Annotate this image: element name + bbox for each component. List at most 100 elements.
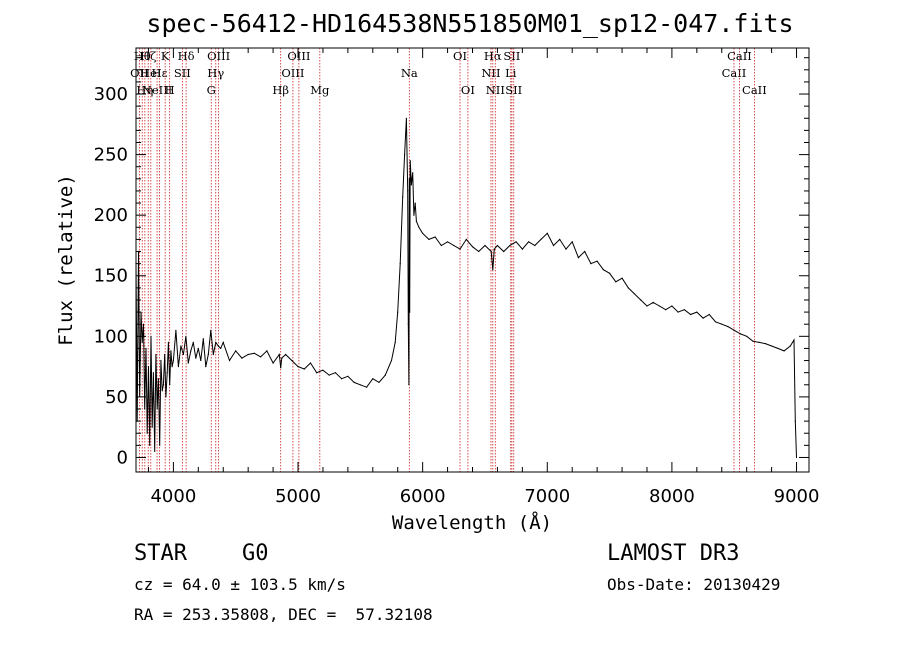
spectrum-point	[509, 244, 511, 247]
spectrum-point	[154, 450, 156, 452]
spectrum-point	[413, 214, 415, 216]
spectrum-point	[141, 341, 143, 343]
spectrum-point	[465, 238, 467, 240]
x-axis-label: Wavelength (Å)	[392, 511, 552, 534]
spectrum-point	[714, 321, 717, 323]
spectrum-point	[646, 305, 648, 307]
spectrum-point	[197, 347, 199, 349]
spectrum-point	[247, 353, 249, 356]
spectrum-point	[696, 311, 698, 313]
line-marker-label: Hζ	[140, 49, 156, 63]
spectrum-point	[281, 357, 283, 359]
line-marker-label: CaII	[742, 83, 767, 97]
spectrum-point	[627, 287, 629, 289]
spectrum-point	[408, 178, 410, 180]
spectrum-point	[552, 244, 555, 247]
spectrum-point	[347, 375, 349, 377]
spectrum-point	[571, 241, 573, 243]
spectral-subclass: G0	[242, 541, 269, 566]
spectrum-point	[690, 313, 692, 316]
spectrum-point	[534, 244, 536, 247]
spectrum-point	[160, 359, 162, 362]
spectrum-point	[683, 309, 686, 311]
spectrum-point	[727, 326, 729, 328]
observation-date: Obs-Date: 20130429	[607, 575, 780, 594]
spectrum-point	[169, 384, 171, 386]
spectrum-point	[409, 311, 411, 313]
spectrum-point	[217, 345, 219, 347]
spectrum-point	[493, 248, 495, 250]
spectrum-point	[515, 241, 517, 243]
spectrum-point	[546, 232, 548, 234]
spectrum-point	[793, 339, 795, 341]
spectrum-point	[185, 335, 187, 337]
spectrum-point	[157, 378, 159, 380]
y-tick-label: 150	[94, 266, 128, 287]
line-marker-label: Hα	[484, 49, 502, 63]
survey-name: LAMOST DR3	[607, 541, 739, 566]
line-marker-label: OI	[453, 49, 467, 63]
spectrum-series	[135, 117, 798, 459]
spectrum-point	[484, 244, 486, 247]
spectrum-point	[372, 378, 374, 380]
x-tick-label: 6000	[400, 486, 446, 507]
line-marker-label: Hη	[136, 83, 153, 97]
spectrum-point	[540, 238, 542, 240]
spectrum-point	[407, 323, 409, 325]
spectrum-point	[440, 244, 442, 247]
object-class: STAR	[134, 541, 188, 566]
spectrum-point	[447, 241, 449, 243]
spectrum-point	[147, 366, 150, 368]
spectrum-point	[783, 350, 785, 352]
line-marker-label: Hβ	[272, 83, 289, 97]
spectrum-point	[210, 329, 212, 331]
spectrum-point	[278, 353, 280, 356]
spectrum-point	[453, 244, 455, 247]
spectrum-point	[202, 338, 204, 340]
coordinates-info: RA = 253.35808, DEC = 57.32108	[134, 605, 433, 624]
spectrum-point	[235, 350, 237, 352]
x-tick-label: 5000	[275, 486, 321, 507]
spectrum-point	[405, 117, 407, 119]
spectrum-point	[394, 341, 396, 343]
line-marker-label: SII	[505, 83, 522, 97]
line-marker-label: Na	[401, 66, 418, 80]
spectrum-point	[658, 305, 661, 307]
spectrum-point	[402, 196, 404, 198]
spectrum-point	[297, 366, 299, 368]
chart-title: spec-56412-HD164538N551850M01_sp12-047.f…	[146, 9, 793, 38]
y-axis-label: Flux (relative)	[55, 174, 77, 346]
spectrum-point	[142, 323, 145, 325]
spectrum-point	[171, 366, 173, 368]
spectrum-point	[771, 345, 773, 347]
spectrum-point	[253, 352, 255, 354]
line-marker-label: Hδ	[178, 49, 195, 63]
spectrum-point	[162, 384, 164, 386]
x-tick-label: 7000	[524, 486, 570, 507]
spectrum-point	[384, 374, 386, 376]
spectrum-point	[490, 250, 492, 253]
spectrum-point	[528, 241, 530, 243]
line-marker-label: NeIII	[142, 83, 173, 97]
spectrum-point	[316, 372, 318, 374]
spectrum-point	[390, 359, 393, 362]
y-axis-ticks: 0 50 100 150 200 250 300	[94, 57, 809, 468]
line-marker-label: SII	[503, 49, 520, 63]
line-marker-label: OIII	[287, 49, 310, 63]
spectrum-point	[746, 335, 748, 337]
spectrum-point	[359, 384, 361, 386]
spectrum-point	[408, 384, 410, 386]
spectrum-point	[155, 353, 157, 356]
emission-line-markers: OII Hθ Hη Hζ HeI NeIII Hε K H SII Hδ G Hγ OIII Hβ OIII O…	[130, 48, 767, 472]
spectrum-point	[144, 408, 146, 410]
spectrum-point	[152, 372, 154, 374]
spectrum-point	[220, 347, 222, 349]
spectrum-point	[492, 269, 494, 271]
spectrum-point	[353, 381, 355, 383]
line-marker-label: Li	[505, 66, 517, 80]
spectrum-point	[565, 248, 567, 250]
spectrum-point	[418, 226, 420, 228]
spectrum-point	[260, 356, 262, 358]
spectrum-point	[291, 359, 293, 362]
spectrum-point	[633, 293, 636, 295]
